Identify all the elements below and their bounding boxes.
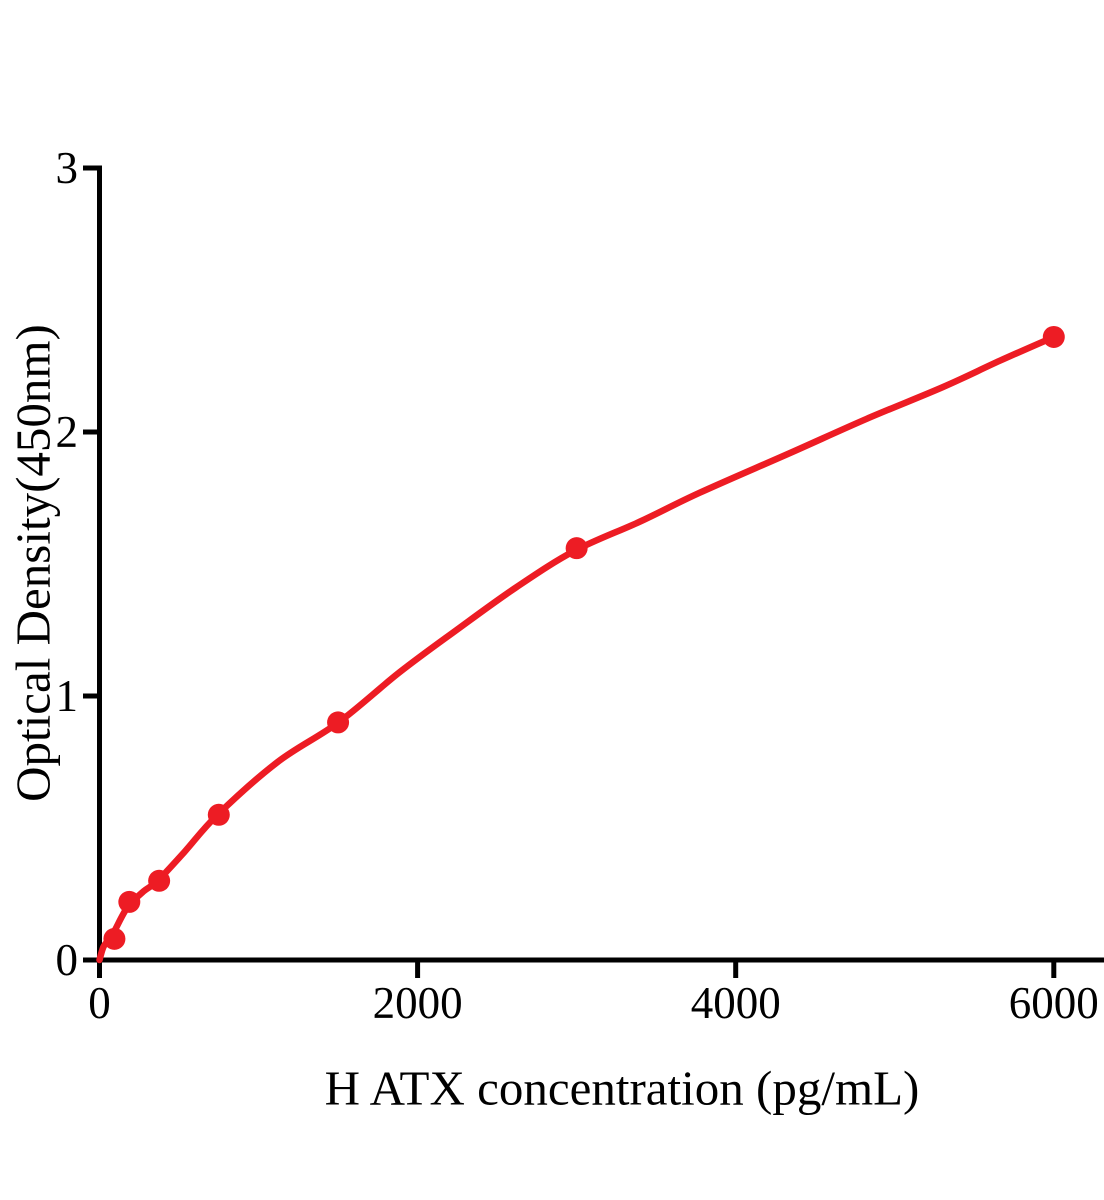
data-point-marker xyxy=(565,537,588,560)
x-tick-label: 6000 xyxy=(1009,978,1099,1028)
y-axis-title: Optical Density(450nm) xyxy=(5,324,61,802)
data-point-marker xyxy=(103,927,126,950)
y-tick-label: 0 xyxy=(56,935,79,985)
y-tick-label: 3 xyxy=(56,143,79,193)
data-point-marker xyxy=(118,890,141,913)
standard-curve-path xyxy=(96,333,1058,964)
data-point-marker xyxy=(327,711,350,734)
x-tick-label: 4000 xyxy=(691,978,781,1028)
data-point-marker xyxy=(207,803,230,826)
x-tick-label: 2000 xyxy=(373,978,463,1028)
y-tick-label: 2 xyxy=(56,407,79,457)
y-tick-label: 1 xyxy=(56,671,79,721)
data-point-marker xyxy=(1042,325,1065,348)
x-axis-title: H ATX concentration (pg/mL) xyxy=(324,1060,920,1116)
data-point-marker xyxy=(148,869,171,892)
x-tick-label: 0 xyxy=(88,978,111,1028)
